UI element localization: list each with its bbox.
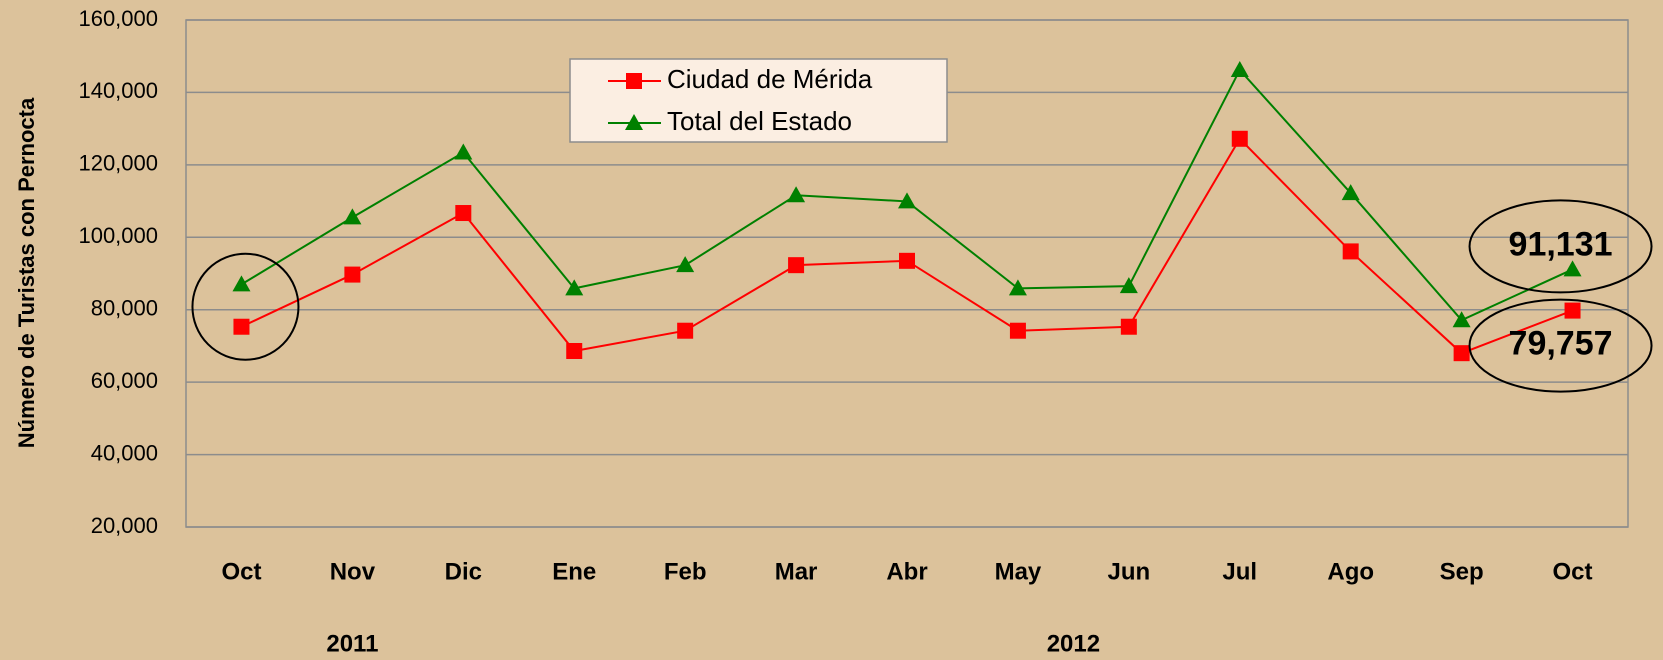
y-tick-label: 140,000: [78, 78, 158, 103]
y-axis-title: Número de Turistas con Pernocta: [14, 97, 39, 448]
x-group-label: 2011: [326, 630, 378, 657]
marker: [899, 252, 915, 269]
y-tick-label: 80,000: [91, 296, 158, 321]
x-tick-label: Ene: [552, 558, 596, 585]
plot-border: [185, 19, 1629, 528]
marker: [1452, 311, 1471, 328]
x-tick-label: Sep: [1440, 558, 1484, 585]
x-tick-label: Feb: [664, 558, 707, 585]
marker: [232, 275, 251, 292]
marker: [344, 266, 361, 283]
y-tick-label: 100,000: [78, 223, 158, 248]
x-tick-label: May: [995, 558, 1042, 585]
marker: [1008, 279, 1027, 296]
legend-marker: [626, 73, 642, 89]
annotation-circle: [191, 252, 300, 361]
marker: [1231, 130, 1248, 147]
marker: [566, 342, 583, 359]
marker: [1564, 302, 1581, 319]
marker: [677, 322, 694, 339]
y-tick-label: 20,000: [91, 513, 158, 538]
marker: [1230, 60, 1249, 77]
y-tick-label: 160,000: [78, 6, 158, 31]
marker: [1341, 184, 1360, 201]
y-tick-label: 60,000: [91, 368, 158, 393]
marker: [788, 257, 805, 274]
marker: [898, 192, 916, 209]
marker: [1453, 345, 1470, 362]
marker: [565, 279, 584, 296]
marker: [454, 143, 473, 160]
marker: [455, 205, 472, 222]
x-tick-label: Ago: [1327, 558, 1374, 585]
data-label: 79,757: [1509, 325, 1613, 363]
x-tick-label: Mar: [775, 558, 818, 585]
x-tick-label: Dic: [445, 558, 482, 585]
annotation-ellipse: [1468, 199, 1653, 294]
marker: [233, 318, 250, 335]
marker: [1342, 243, 1359, 260]
x-tick-label: Jul: [1222, 558, 1257, 585]
legend-marker: [625, 114, 643, 130]
marker: [787, 186, 806, 203]
marker: [1119, 277, 1138, 294]
y-tick-label: 40,000: [91, 440, 158, 465]
marker: [1009, 322, 1026, 339]
x-tick-label: Abr: [886, 558, 927, 585]
legend-label: Ciudad de Mérida: [667, 64, 873, 94]
x-tick-label: Jun: [1108, 558, 1151, 585]
marker: [1563, 260, 1582, 277]
series-line: [241, 137, 1573, 355]
y-tick-label: 120,000: [78, 151, 158, 176]
legend-label: Total del Estado: [667, 106, 852, 136]
x-group-label: 2012: [1047, 630, 1100, 657]
x-tick-label: Oct: [1553, 558, 1593, 585]
annotation-ellipse: [1468, 298, 1653, 393]
marker: [1120, 318, 1137, 335]
x-tick-label: Oct: [221, 558, 261, 585]
data-label: 91,131: [1509, 225, 1613, 263]
marker: [343, 208, 362, 225]
marker: [676, 256, 695, 273]
x-tick-label: Nov: [330, 558, 376, 585]
